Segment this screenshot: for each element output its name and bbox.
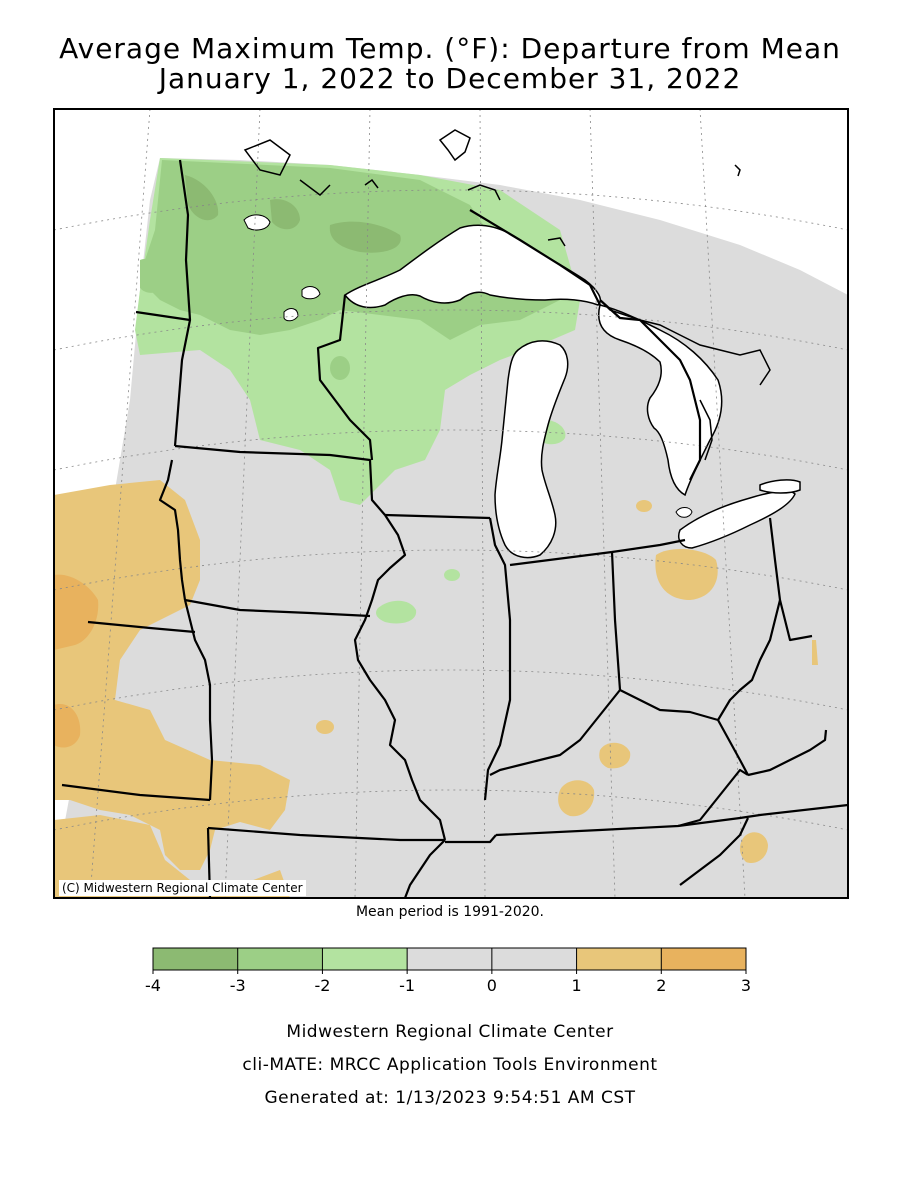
- state-borders: [61, 159, 848, 898]
- anomaly-region-minus-2-to-minus-3-west: [140, 258, 163, 293]
- anomaly-region-plus-1-to-plus-2-oh: [655, 548, 718, 600]
- legend-tick-label: 2: [656, 976, 667, 995]
- footer-org: Midwestern Regional Climate Center: [286, 1022, 614, 1042]
- legend-bin-3: [407, 948, 492, 970]
- anomaly-spot-plus-1-to-plus-2-oh-n: [636, 500, 652, 512]
- lake-of-the-woods: [243, 214, 271, 231]
- legend-frame: [152, 947, 747, 971]
- anomaly-region-plus-1-to-plus-2-ky-e: [739, 832, 768, 864]
- lake-michigan: [494, 340, 569, 559]
- legend-bin-0: [153, 948, 238, 970]
- graticule: [54, 109, 848, 898]
- red-lake: [301, 286, 321, 300]
- legend-tick-label: -2: [314, 976, 331, 995]
- map-title: Average Maximum Temp. (°F): Departure fr…: [59, 32, 841, 65]
- legend-bin-4: [491, 948, 577, 970]
- anomaly-spot-minus-1-to-minus-2: [444, 569, 460, 581]
- legend-tick-label: 1: [571, 976, 582, 995]
- mean-period-note: Mean period is 1991-2020.: [355, 904, 545, 920]
- anomaly-spot-plus-1-to-plus-2-mo: [316, 720, 334, 734]
- anomaly-region-plus-1-to-plus-2-ky: [599, 742, 631, 769]
- anomaly-region-minus-3-to-minus-4: [185, 175, 219, 221]
- lake-st-clair: [675, 507, 693, 518]
- legend-tick-label: -4: [145, 976, 161, 995]
- legend-tick-label: 3: [740, 976, 752, 995]
- mille-lacs-lake: [283, 308, 299, 322]
- anomaly-region-plus-2-to-plus-3-west: [54, 574, 99, 650]
- legend-bin-5: [576, 948, 662, 970]
- anomaly-region-plus-1-to-plus-2-west: [54, 480, 290, 870]
- lake-erie: [678, 490, 796, 549]
- map-credit: (C) Midwestern Regional Climate Center: [59, 880, 306, 896]
- anomaly-spot-minus-1-to-minus-2-wi: [330, 356, 350, 380]
- lake-superior: [343, 224, 602, 309]
- footer-tool: cli-MATE: MRCC Application Tools Environ…: [242, 1055, 658, 1075]
- map-frame: [53, 108, 849, 899]
- legend-bin-1: [237, 948, 323, 970]
- anomaly-region-minus-3-to-minus-4-b: [329, 221, 401, 253]
- legend-tick-label: -3: [229, 976, 246, 995]
- legend-tick-label: 0: [486, 976, 497, 995]
- anomaly-region-plus-1-to-plus-2-far-east: [812, 640, 818, 665]
- lake-huron: [598, 304, 723, 497]
- canada-coastline: [243, 129, 771, 461]
- map-body: [54, 109, 848, 898]
- lake-ontario: [759, 479, 801, 494]
- legend-bin-6: [661, 948, 746, 970]
- anomaly-region-plus-1-to-plus-2-ky-w: [558, 780, 595, 817]
- legend-tick-label: -1: [399, 976, 416, 995]
- map-date-range: January 1, 2022 to December 31, 2022: [158, 62, 742, 95]
- anomaly-region-plus-1-to-plus-2-sw: [54, 815, 290, 898]
- anomaly-region-minus-1-to-minus-2-il: [376, 600, 417, 624]
- anomaly-region-plus-2-to-plus-3-sw: [54, 704, 81, 748]
- anomaly-region-minus-3-to-minus-4-c: [270, 199, 300, 230]
- legend-bin-2: [322, 948, 408, 970]
- legend-color-bar: [152, 947, 747, 974]
- footer-generated: Generated at: 1/13/2023 9:54:51 AM CST: [264, 1088, 636, 1108]
